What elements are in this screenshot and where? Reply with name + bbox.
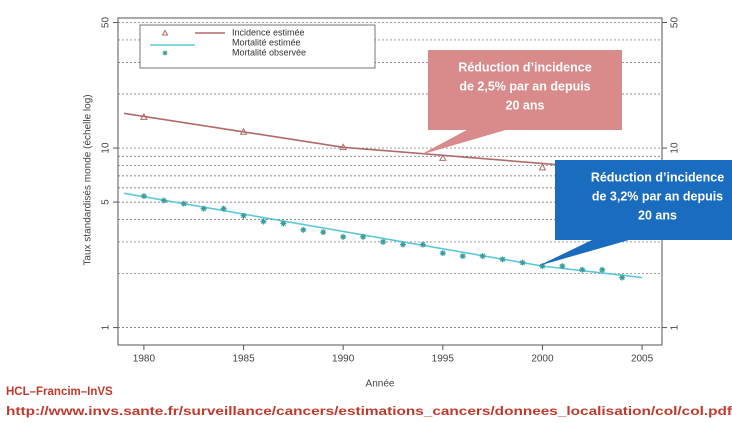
point [220,205,227,212]
x-axis-label: Année [366,379,395,390]
y2-tick-label: 50 [670,17,681,29]
point [439,250,446,257]
point [519,259,526,266]
point [340,233,347,240]
y2-tick-label: 1 [670,324,681,330]
y-axis-label: Taux standardisés monde (échelle log) [83,94,94,265]
x-tick-label: 2000 [531,354,554,365]
y-tick-label: 1 [101,324,112,330]
point [399,241,406,248]
x-tick-label: 2005 [631,354,654,365]
point [200,205,207,212]
legend-label: Mortalité estimée [232,37,301,47]
legend-box [139,24,376,69]
series-line [123,112,643,173]
point [459,253,466,260]
point [619,274,626,281]
legend-swatch [162,50,168,56]
point [160,197,167,204]
point [360,233,367,240]
x-tick-label: 1985 [232,354,255,365]
point [180,200,187,207]
callout-text: 20 ans [638,208,677,222]
y-tick-label: 50 [101,17,112,29]
callout-text: Réduction d’incidence [458,60,591,74]
point [140,193,147,200]
y-tick-label: 10 [101,142,112,154]
point [539,263,546,270]
y2-tick-label: 10 [670,142,681,154]
x-tick-label: 1990 [332,354,355,365]
point [380,238,387,245]
point [579,266,586,273]
legend-label: Incidence estimée [232,27,305,37]
callout-text: Réduction d’incidence [591,170,724,184]
point [419,241,426,248]
x-tick-label: 1980 [133,354,156,365]
point [599,266,606,273]
legend-swatch [161,29,169,36]
y-tick-label: 5 [101,199,112,205]
x-tick-label: 1995 [432,354,455,365]
callout [538,160,732,266]
point [300,226,307,233]
point [240,212,247,219]
point [320,229,327,236]
legend-label: Mortalité observée [232,47,306,57]
point [260,218,267,225]
point [479,253,486,260]
point [499,256,506,263]
callout [420,50,622,155]
point [559,263,566,270]
source: HCL–Francim–InVS [6,386,113,398]
callout-text: 20 ans [506,98,545,112]
callout-text: de 3,2% par an depuis [592,189,723,203]
point [280,220,287,227]
point [438,153,447,161]
point [538,163,547,171]
url: http://www.invs.sante.fr/surveillance/ca… [6,406,732,418]
callout-text: de 2,5% par an depuis [459,79,590,93]
